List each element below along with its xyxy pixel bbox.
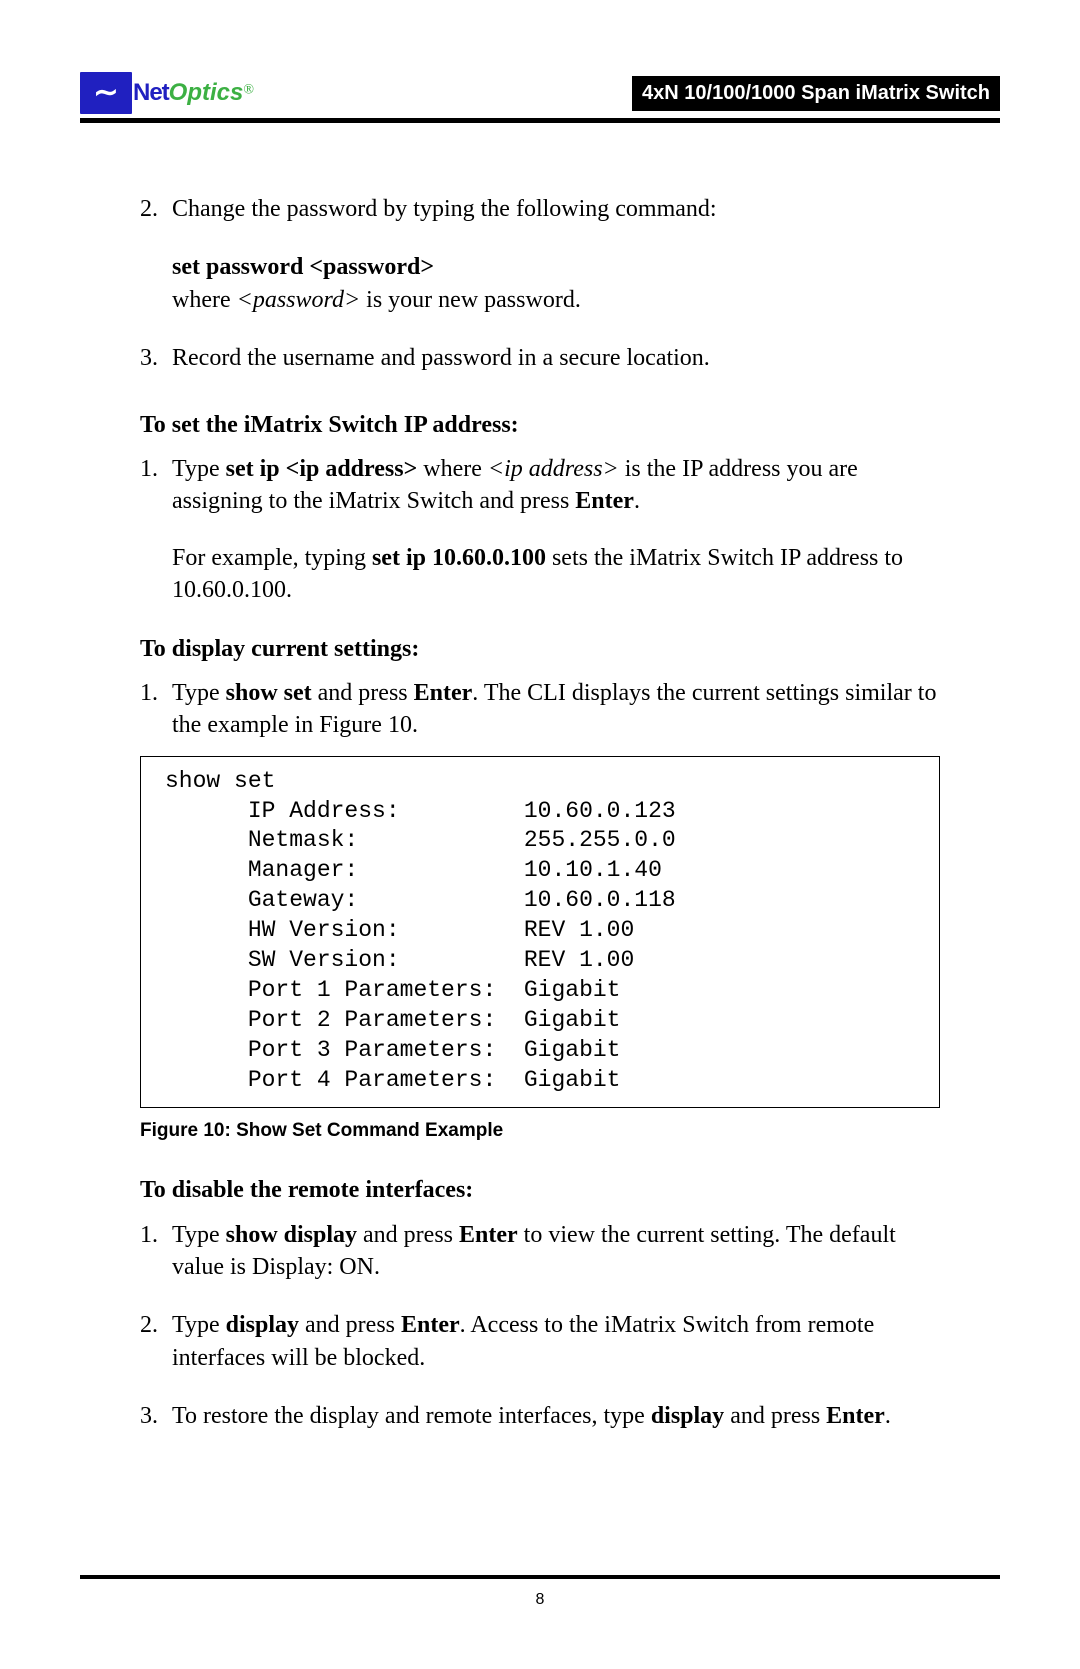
step-body: Type show set and press Enter. The CLI d…: [172, 677, 940, 742]
text: where: [172, 287, 237, 313]
content: 2. Change the password by typing the fol…: [80, 193, 1000, 1432]
command-text: display: [226, 1312, 299, 1338]
step-number: 1.: [140, 677, 172, 742]
key-text: Enter: [414, 680, 473, 706]
display-step-1: 1. Type show set and press Enter. The CL…: [140, 677, 940, 742]
text: To restore the display and remote interf…: [172, 1403, 651, 1429]
text: For example, typing: [172, 545, 372, 571]
key-text: Enter: [459, 1222, 518, 1248]
page: ∼ NetOptics® 4xN 10/100/1000 Span iMatri…: [0, 0, 1080, 1518]
section-heading: To display current settings:: [140, 633, 940, 665]
step-number: 3.: [140, 342, 172, 374]
disable-step-3: 3. To restore the display and remote int…: [140, 1400, 940, 1432]
text: where: [417, 456, 488, 482]
text: and press: [299, 1312, 401, 1338]
step-2: 2. Change the password by typing the fol…: [140, 193, 940, 225]
key-text: Enter: [575, 488, 634, 514]
logo-wave-icon: ∼: [93, 78, 118, 108]
text: Type: [172, 456, 226, 482]
page-number: 8: [0, 1591, 1080, 1609]
disable-step-1: 1. Type show display and press Enter to …: [140, 1219, 940, 1284]
command-text: set ip <ip address>: [226, 456, 418, 482]
page-header: ∼ NetOptics® 4xN 10/100/1000 Span iMatri…: [80, 72, 1000, 114]
section-heading: To disable the remote interfaces:: [140, 1174, 940, 1206]
logo-registered: ®: [243, 83, 254, 98]
logo-text-optics: Optics: [169, 79, 244, 106]
key-text: Enter: [401, 1312, 460, 1338]
step-body: To restore the display and remote interf…: [172, 1400, 940, 1432]
document-title: 4xN 10/100/1000 Span iMatrix Switch: [632, 76, 1000, 111]
disable-step-2: 2. Type display and press Enter. Access …: [140, 1309, 940, 1374]
command-text: display: [651, 1403, 724, 1429]
step-number: 2.: [140, 193, 172, 225]
figure-caption: Figure 10: Show Set Command Example: [140, 1118, 940, 1144]
step-2-detail: set password <password> where <password>…: [172, 251, 940, 316]
step-number: 1.: [140, 1219, 172, 1284]
logo-text-net: Net: [133, 79, 169, 106]
logo-icon: ∼: [80, 72, 132, 114]
key-text: Enter: [826, 1403, 885, 1429]
variable-text: <password>: [237, 287, 361, 313]
text: .: [885, 1403, 891, 1429]
text: is your new password.: [360, 287, 581, 313]
step-body: Type show display and press Enter to vie…: [172, 1219, 940, 1284]
command-text: show set: [226, 680, 312, 706]
command-text: set ip 10.60.0.100: [372, 545, 546, 571]
header-rule: [80, 118, 1000, 123]
step-number: 2.: [140, 1309, 172, 1374]
command-text: set password <password>: [172, 254, 434, 280]
text: .: [634, 488, 640, 514]
step-text: Record the username and password in a se…: [172, 345, 710, 371]
step-body: Type display and press Enter. Access to …: [172, 1309, 940, 1374]
command-text: show display: [226, 1222, 357, 1248]
step-body: Record the username and password in a se…: [172, 342, 940, 374]
section-heading: To set the iMatrix Switch IP address:: [140, 409, 940, 441]
logo: ∼ NetOptics®: [80, 72, 254, 114]
step-number: 1.: [140, 453, 172, 607]
step-body: Type set ip <ip address> where <ip addre…: [172, 453, 940, 607]
variable-text: <ip address>: [488, 456, 619, 482]
text: and press: [724, 1403, 826, 1429]
figure-label: Figure 10:: [140, 1120, 236, 1141]
text: Type: [172, 1222, 226, 1248]
step-text: Change the password by typing the follow…: [172, 196, 717, 222]
step-body: Change the password by typing the follow…: [172, 193, 940, 225]
text: and press: [357, 1222, 459, 1248]
step-number: 3.: [140, 1400, 172, 1432]
footer-rule: [80, 1575, 1000, 1579]
code-example: show set IP Address: 10.60.0.123 Netmask…: [140, 756, 940, 1109]
text: and press: [312, 680, 414, 706]
ip-step-1: 1. Type set ip <ip address> where <ip ad…: [140, 453, 940, 607]
figure-text: Show Set Command Example: [236, 1120, 503, 1141]
text: Type: [172, 680, 226, 706]
text: Type: [172, 1312, 226, 1338]
step-3: 3. Record the username and password in a…: [140, 342, 940, 374]
